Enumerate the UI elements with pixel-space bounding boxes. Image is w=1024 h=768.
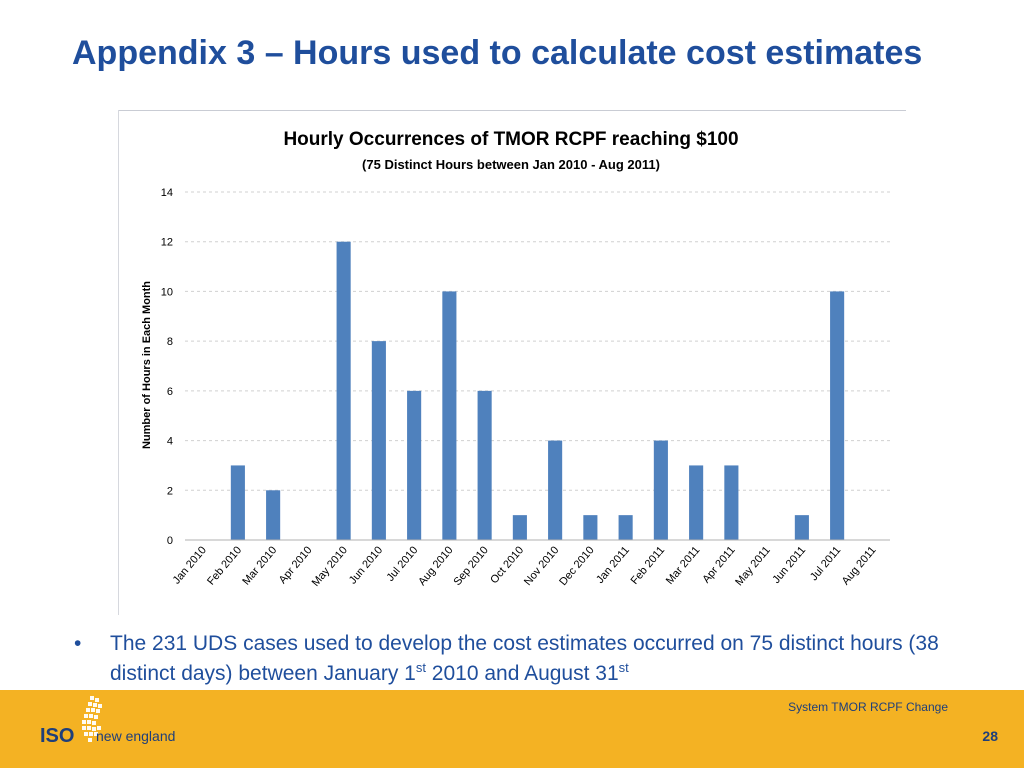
page-number: 28 xyxy=(982,728,998,744)
logo-iso-text: ISO xyxy=(40,725,75,747)
y-tick-label: 2 xyxy=(167,485,173,497)
bar-chart: Hourly Occurrences of TMOR RCPF reaching… xyxy=(141,129,890,589)
x-tick-label: Aug 2011 xyxy=(840,544,879,587)
bullet-sup1: st xyxy=(415,660,426,675)
new-england-map-icon xyxy=(82,696,102,742)
x-tick-label: Jul 2010 xyxy=(384,544,420,584)
x-tick-label: Aug 2010 xyxy=(416,544,455,588)
y-axis-ticks: 0 2 4 6 8 10 12 14 xyxy=(161,187,173,547)
y-tick-label: 6 xyxy=(167,386,173,398)
logo-new-england-text: new england xyxy=(96,728,176,744)
x-tick-label: Jun 2011 xyxy=(770,544,808,586)
bullet-text-part2: 2010 and August 31 xyxy=(425,662,619,685)
x-tick-label: Oct 2010 xyxy=(488,544,526,586)
bar xyxy=(442,291,457,540)
y-tick-label: 12 xyxy=(161,237,173,249)
bar xyxy=(653,440,668,540)
bar xyxy=(548,440,563,540)
x-tick-label: Feb 2010 xyxy=(205,544,244,587)
x-tick-label: Apr 2011 xyxy=(700,544,737,585)
bullet-dot: • xyxy=(74,632,82,655)
bar xyxy=(266,490,281,540)
bar xyxy=(371,341,386,540)
x-tick-label: Apr 2010 xyxy=(277,544,315,586)
y-tick-label: 0 xyxy=(167,535,173,547)
y-tick-label: 14 xyxy=(161,187,173,199)
x-tick-label: Nov 2010 xyxy=(522,544,561,588)
y-tick-label: 10 xyxy=(161,286,173,298)
bar xyxy=(618,515,633,540)
bar xyxy=(724,465,739,540)
footer-bar: ISO new england System TMOR RCPF Change … xyxy=(0,690,1024,768)
bar xyxy=(336,241,351,540)
y-tick-label: 8 xyxy=(167,336,173,348)
bar xyxy=(407,390,422,540)
iso-logo: ISO new england xyxy=(40,690,200,768)
bullet-text: The 231 UDS cases used to develop the co… xyxy=(110,629,950,689)
bar xyxy=(830,291,845,540)
chart-title: Hourly Occurrences of TMOR RCPF reaching… xyxy=(283,129,738,150)
x-tick-label: Jun 2010 xyxy=(347,544,385,586)
bullet-sup2: st xyxy=(618,660,629,675)
bar xyxy=(230,465,245,540)
chart-frame-rule xyxy=(118,110,119,615)
x-tick-label: Mar 2011 xyxy=(664,544,703,587)
bullet-text-part1: The 231 UDS cases used to develop the co… xyxy=(110,632,939,685)
bar xyxy=(794,515,809,540)
chart-subtitle: (75 Distinct Hours between Jan 2010 - Au… xyxy=(362,157,660,172)
x-tick-label: Mar 2010 xyxy=(240,544,279,587)
bar xyxy=(689,465,704,540)
x-tick-label: Jan 2010 xyxy=(171,544,209,586)
x-tick-label: Jul 2011 xyxy=(808,544,843,583)
title-divider xyxy=(118,110,906,111)
bar xyxy=(512,515,527,540)
slide-title: Appendix 3 – Hours used to calculate cos… xyxy=(72,34,923,72)
x-tick-label: Dec 2010 xyxy=(557,544,596,588)
x-tick-label: May 2010 xyxy=(310,544,350,589)
footer-caption: System TMOR RCPF Change xyxy=(788,700,948,714)
bar xyxy=(477,390,492,540)
y-tick-label: 4 xyxy=(167,436,173,448)
x-tick-label: Sep 2010 xyxy=(451,544,490,588)
x-tick-label: Jan 2011 xyxy=(594,544,632,586)
y-axis-label: Number of Hours in Each Month xyxy=(141,281,153,449)
bars xyxy=(230,241,845,540)
x-tick-label: May 2011 xyxy=(733,544,773,588)
x-tick-label: Feb 2011 xyxy=(629,544,668,587)
bar xyxy=(583,515,598,540)
gridlines xyxy=(185,191,890,491)
